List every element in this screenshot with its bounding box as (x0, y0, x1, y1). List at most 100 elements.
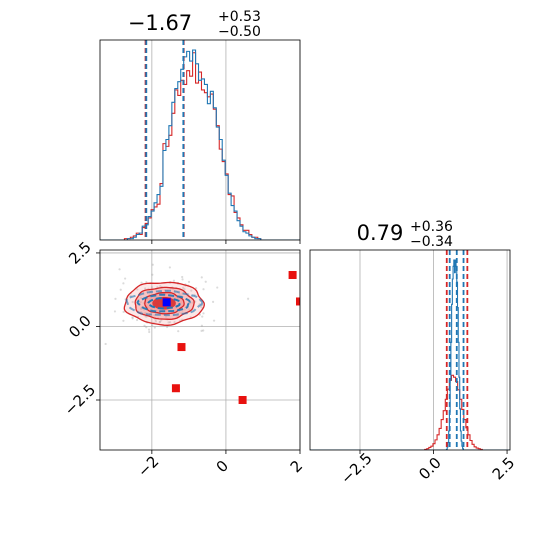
sample-point (145, 326, 148, 329)
sample-point (136, 288, 139, 291)
histogram-step (100, 49, 300, 240)
contour-blue (146, 297, 181, 310)
sample-point (190, 289, 193, 292)
axes-frame (309, 249, 511, 451)
sample-point (158, 320, 161, 324)
sample-point (122, 319, 125, 322)
x-tick-label: −2.5 (337, 449, 375, 487)
panel-scatter-2d: −2 0 2 2.5 0.0 −2.5 (61, 238, 306, 481)
sample-point (124, 277, 127, 280)
red-marker (238, 396, 247, 404)
sample-point (216, 286, 219, 289)
sample-point (114, 297, 117, 300)
sample-point (135, 318, 139, 322)
sample-point (211, 300, 215, 303)
sample-point (200, 329, 203, 332)
sample-point (166, 325, 169, 329)
blue-marker (162, 298, 171, 307)
contour-blue (136, 293, 191, 313)
sample-point (159, 285, 162, 288)
sample-point (202, 312, 205, 315)
sample-point (182, 286, 185, 289)
sample-point (183, 288, 186, 291)
contour-blue (125, 289, 204, 317)
axes-frame (99, 249, 301, 451)
quantile-lines (144, 40, 185, 240)
sample-point (154, 320, 158, 323)
grid (100, 250, 301, 450)
sample-point (113, 310, 117, 313)
x-ticks: −2 0 2 (134, 450, 306, 481)
panel-histogram-param1: −1.67 +0.53 −0.50 (99, 9, 301, 244)
y-tick-label: −2.5 (61, 381, 99, 419)
histogram-step (310, 259, 510, 450)
marker-points (162, 271, 300, 404)
red-marker (171, 384, 180, 393)
red-marker (288, 271, 297, 279)
sample-point (201, 315, 204, 318)
panel-histogram-param2: −2.5 0.0 2.5 0.79 +0.36 −0.34 (309, 219, 519, 488)
sample-point (202, 288, 205, 291)
sample-point (147, 328, 151, 331)
x-tick-label: −2 (134, 452, 162, 480)
sample-point (204, 280, 207, 283)
sample-point (122, 310, 125, 313)
y-tick-label: 0.0 (65, 312, 95, 342)
sample-point (160, 319, 163, 322)
sample-point (181, 278, 184, 281)
x-tick-label: 0.0 (415, 454, 445, 484)
sample-point (144, 287, 147, 290)
sample-point (247, 297, 250, 300)
sample-point (159, 320, 162, 323)
y-ticks: 2.5 0.0 −2.5 (61, 238, 100, 419)
sample-point (150, 286, 154, 289)
sample-point (154, 318, 157, 321)
red-marker (296, 297, 300, 306)
sample-point (153, 326, 156, 329)
sample-point (200, 276, 203, 279)
x-tick-label: 2 (287, 457, 306, 476)
sample-point (151, 273, 154, 276)
sample-point (131, 300, 134, 304)
sample-point (172, 279, 176, 282)
x-tick-label: 0 (213, 457, 232, 476)
sample-point (151, 324, 154, 327)
sample-point (151, 263, 154, 266)
histogram-step (100, 52, 300, 240)
red-marker (177, 343, 186, 352)
axes-frame (99, 39, 301, 241)
sample-point (200, 324, 204, 327)
x-tick-label: 2.5 (489, 454, 519, 484)
title-upper: +0.53 (218, 9, 261, 25)
grid (151, 40, 301, 240)
title-main: −1.67 (128, 11, 192, 35)
sample-point (131, 316, 134, 319)
sample-point (122, 282, 125, 285)
sample-point (140, 281, 143, 284)
sample-point (202, 329, 205, 332)
sample-point (181, 275, 184, 279)
title-upper: +0.36 (410, 219, 453, 235)
sample-point (104, 342, 107, 346)
sample-point (168, 266, 171, 269)
sample-point (200, 305, 203, 309)
histogram-step (310, 374, 510, 450)
sample-point (177, 330, 180, 333)
sample-point (168, 321, 172, 324)
title-lower: −0.50 (218, 24, 261, 40)
quantile-lines (445, 250, 469, 450)
sample-point (173, 321, 176, 324)
title-main: 0.79 (357, 221, 404, 245)
histogram-series (100, 49, 300, 240)
sample-point (119, 288, 122, 291)
sample-point (143, 324, 146, 327)
histogram-series (310, 259, 510, 450)
sample-point (131, 317, 134, 320)
y-tick-label: 2.5 (65, 238, 95, 268)
sample-point (148, 330, 151, 334)
title-lower: −0.34 (410, 234, 453, 250)
sample-point (187, 280, 191, 283)
sample-point (167, 321, 170, 324)
grid (359, 250, 508, 450)
